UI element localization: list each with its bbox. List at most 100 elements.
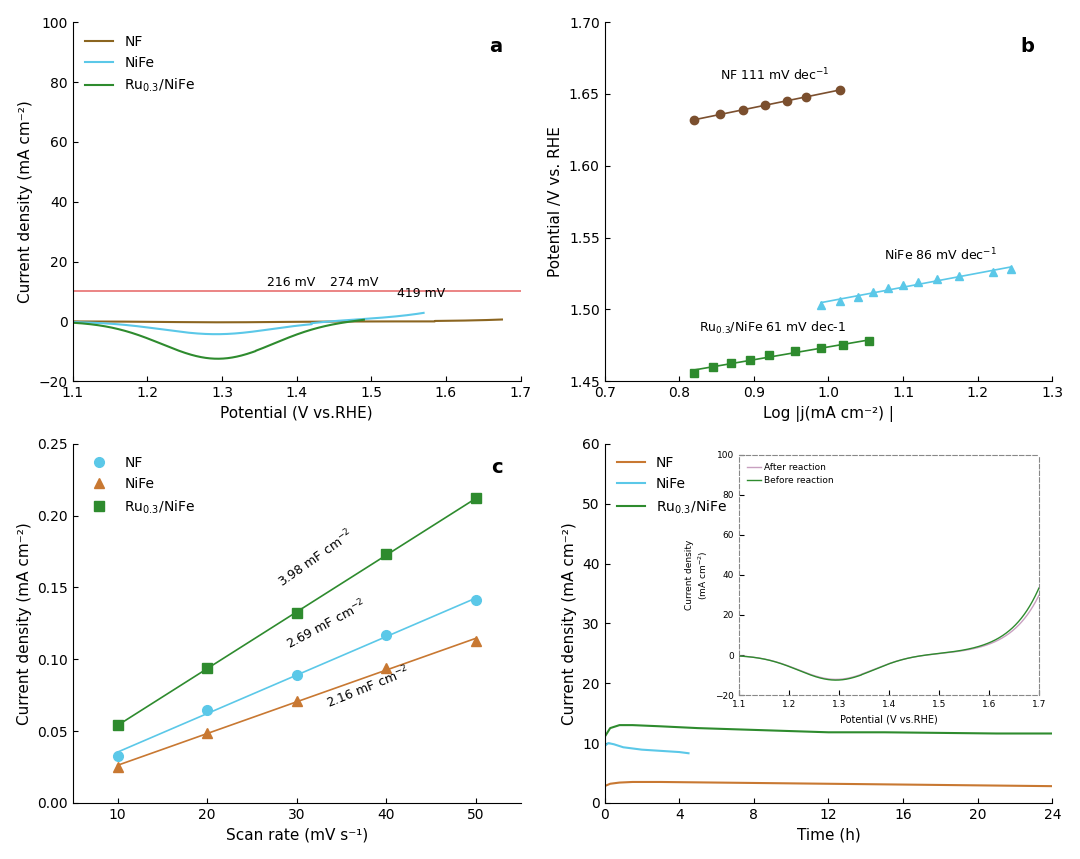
Text: 2.16 mF cm$^{-2}$: 2.16 mF cm$^{-2}$ [324, 662, 411, 711]
NF [654, 777, 667, 787]
NiFe [201, 728, 214, 738]
Line: NF: NF [605, 782, 1052, 786]
Line: NiFe: NiFe [72, 313, 423, 334]
NiFe [654, 746, 667, 756]
Ru$_{0.3}$/NiFe [1045, 728, 1058, 739]
NF [496, 314, 509, 325]
NiFe [228, 328, 241, 338]
NiFe [602, 738, 615, 748]
Ru$_{0.3}$/NiFe [357, 314, 370, 325]
NF [613, 777, 626, 788]
Y-axis label: Current density (mA cm⁻²): Current density (mA cm⁻²) [562, 522, 577, 725]
NF [111, 751, 124, 761]
NiFe [407, 309, 420, 320]
X-axis label: Log |j(mA cm⁻²) |: Log |j(mA cm⁻²) | [762, 405, 894, 422]
Ru$_{0.3}$/NiFe [654, 722, 667, 732]
Ru$_{0.3}$/NiFe [296, 327, 309, 338]
NF [275, 317, 288, 327]
Ru$_{0.3}$/NiFe [349, 316, 362, 326]
Ru$_{0.3}$/NiFe [822, 727, 835, 737]
NiFe [238, 327, 251, 338]
NiFe [683, 748, 696, 758]
NF [626, 777, 639, 787]
Text: 2.69 mF cm$^{-2}$: 2.69 mF cm$^{-2}$ [283, 596, 369, 652]
Text: Ru$_{0.3}$/NiFe 61 mV dec-1: Ru$_{0.3}$/NiFe 61 mV dec-1 [700, 320, 847, 336]
Ru$_{0.3}$/NiFe [598, 732, 611, 742]
Text: c: c [491, 458, 502, 478]
Ru$_{0.3}$/NiFe [990, 728, 1003, 739]
Ru$_{0.3}$/NiFe [785, 726, 798, 736]
NiFe [617, 742, 630, 752]
X-axis label: Potential (V vs.RHE): Potential (V vs.RHE) [220, 405, 373, 421]
NiFe [210, 329, 222, 339]
NF [291, 670, 303, 680]
NF [264, 317, 276, 327]
Y-axis label: Current density (mA cm⁻²): Current density (mA cm⁻²) [18, 101, 33, 303]
NiFe [607, 739, 620, 749]
NiFe [342, 315, 355, 326]
NiFe [407, 309, 420, 320]
Ru$_{0.3}$/NiFe [604, 723, 617, 734]
NF [380, 630, 393, 640]
Text: 3.98 mF cm$^{-2}$: 3.98 mF cm$^{-2}$ [274, 527, 356, 590]
Ru$_{0.3}$/NiFe [691, 723, 704, 734]
Text: 274 mV: 274 mV [330, 276, 379, 289]
NiFe [598, 741, 611, 752]
NF [483, 314, 496, 325]
Line: Ru$_{0.3}$/NiFe: Ru$_{0.3}$/NiFe [72, 320, 364, 359]
Line: Ru$_{0.3}$/NiFe: Ru$_{0.3}$/NiFe [605, 725, 1052, 737]
NF [766, 778, 779, 789]
Text: d: d [1021, 458, 1035, 478]
Line: Ru$_{0.3}$/NiFe: Ru$_{0.3}$/NiFe [112, 494, 481, 730]
NF [66, 316, 79, 326]
Ru$_{0.3}$/NiFe [81, 319, 94, 329]
NF [604, 778, 617, 789]
NF [201, 704, 214, 715]
NiFe [673, 746, 686, 757]
Legend: NF, NiFe, Ru$_{0.3}$/NiFe: NF, NiFe, Ru$_{0.3}$/NiFe [80, 29, 201, 100]
NF [89, 316, 102, 326]
Line: NF: NF [112, 595, 481, 760]
Ru$_{0.3}$/NiFe [747, 725, 760, 735]
Text: 419 mV: 419 mV [397, 287, 446, 300]
NiFe [635, 745, 648, 755]
X-axis label: Scan rate (mV s⁻¹): Scan rate (mV s⁻¹) [226, 827, 368, 843]
Text: 216 mV: 216 mV [267, 276, 315, 289]
NiFe [66, 317, 79, 327]
Ru$_{0.3}$/NiFe [934, 728, 947, 738]
Ru$_{0.3}$/NiFe [349, 315, 362, 326]
Ru$_{0.3}$/NiFe [840, 727, 853, 737]
Line: NiFe: NiFe [112, 636, 481, 772]
Line: NiFe: NiFe [605, 743, 689, 753]
NF [710, 777, 723, 788]
Ru$_{0.3}$/NiFe [291, 608, 303, 618]
Ru$_{0.3}$/NiFe [200, 353, 213, 363]
Y-axis label: Potential /V vs. RHE: Potential /V vs. RHE [549, 126, 564, 277]
Ru$_{0.3}$/NiFe [66, 318, 79, 328]
NF [470, 595, 483, 606]
X-axis label: Time (h): Time (h) [797, 827, 861, 843]
NF [822, 778, 835, 789]
NF [990, 781, 1003, 791]
NF [216, 317, 229, 327]
Ru$_{0.3}$/NiFe [613, 720, 626, 730]
Ru$_{0.3}$/NiFe [470, 493, 483, 503]
Text: b: b [1021, 37, 1035, 56]
NiFe [470, 636, 483, 646]
Ru$_{0.3}$/NiFe [111, 720, 124, 730]
NiFe [291, 696, 303, 706]
NiFe [84, 318, 97, 328]
NF [483, 314, 496, 325]
NiFe [417, 308, 430, 318]
NF [934, 780, 947, 790]
Ru$_{0.3}$/NiFe [380, 549, 393, 559]
Y-axis label: Current density (mA cm⁻²): Current density (mA cm⁻²) [16, 522, 31, 725]
Legend: NF, NiFe, Ru$_{0.3}$/NiFe: NF, NiFe, Ru$_{0.3}$/NiFe [80, 451, 201, 521]
Text: NF 111 mV dec$^{-1}$: NF 111 mV dec$^{-1}$ [720, 67, 829, 83]
Text: a: a [489, 37, 502, 56]
NiFe [380, 663, 393, 673]
Legend: NF, NiFe, Ru$_{0.3}$/NiFe: NF, NiFe, Ru$_{0.3}$/NiFe [611, 451, 732, 521]
Ru$_{0.3}$/NiFe [626, 720, 639, 730]
Ru$_{0.3}$/NiFe [878, 727, 891, 737]
NF [878, 779, 891, 789]
